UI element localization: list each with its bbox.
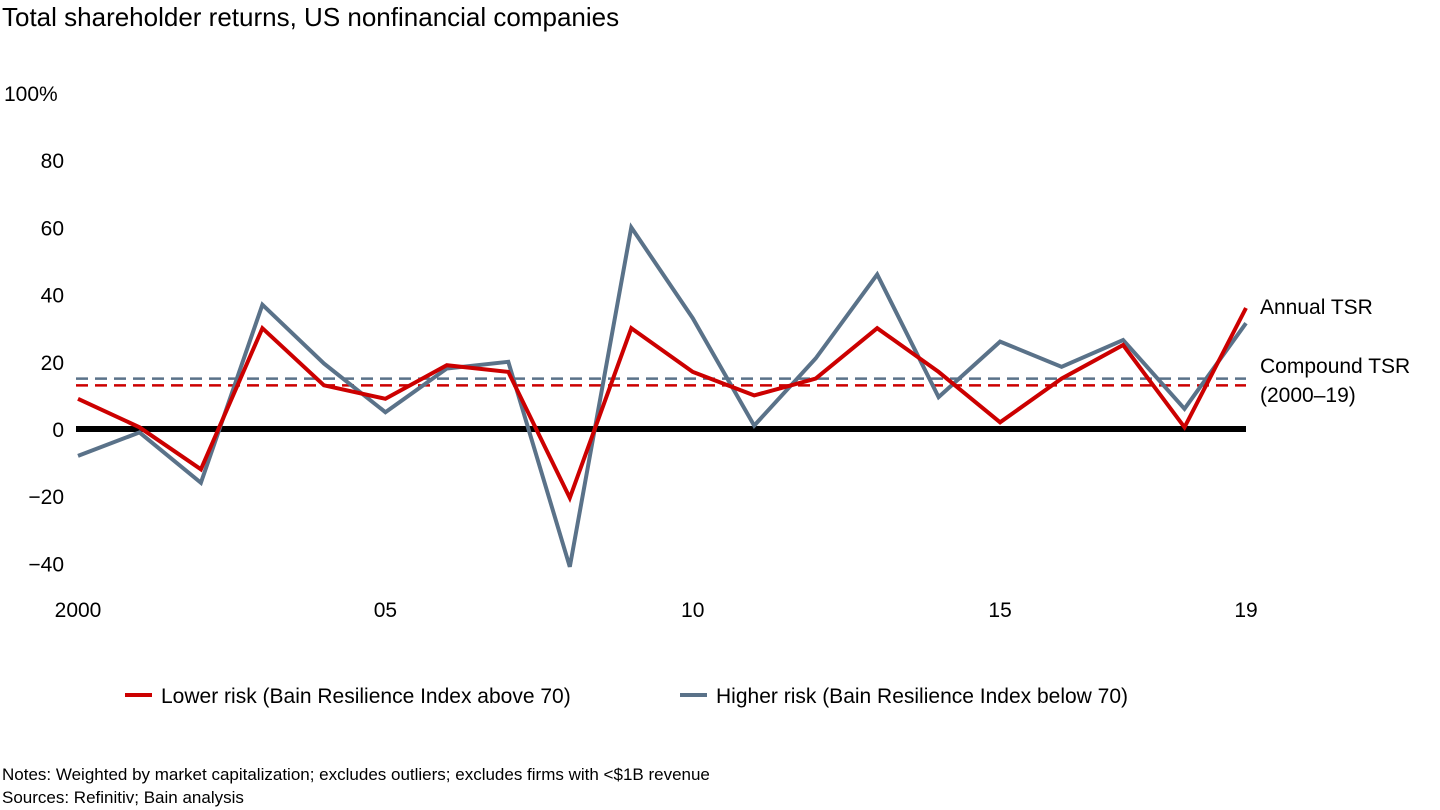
y-tick-label: −20: [28, 486, 64, 509]
y-tick-label: 60: [41, 217, 64, 240]
series-lines: [77, 222, 1248, 568]
y-tick-label: 100%: [4, 83, 58, 106]
footnotes: Notes: Weighted by market capitalization…: [2, 763, 710, 809]
legend: Lower risk (Bain Resilience Index above …: [125, 685, 1128, 708]
y-tick-label: 20: [41, 352, 64, 375]
y-tick-label: 80: [41, 150, 64, 173]
x-tick-label: 10: [681, 599, 704, 622]
series-line-lower-risk: [77, 307, 1248, 504]
legend-label-lower-risk: Lower risk (Bain Resilience Index above …: [161, 685, 571, 708]
x-tick-label: 19: [1234, 599, 1257, 622]
y-axis-ticks: 100% 80 60 40 20 0 −20 −40: [4, 83, 64, 576]
legend-label-higher-risk: Higher risk (Bain Resilience Index below…: [716, 685, 1128, 708]
y-tick-label: 40: [41, 285, 64, 308]
annotation-compound-period: (2000–19): [1260, 384, 1356, 407]
x-tick-label: 05: [374, 599, 397, 622]
x-tick-label: 15: [988, 599, 1011, 622]
compound-tsr-lines: [76, 377, 1246, 387]
chart-title: Total shareholder returns, US nonfinanci…: [2, 2, 620, 32]
x-axis-ticks: 2000 05 10 15 19: [55, 599, 1258, 622]
series-line-higher-risk: [77, 222, 1248, 568]
x-tick-label: 2000: [55, 599, 102, 622]
notes-text: Notes: Weighted by market capitalization…: [2, 765, 710, 784]
annotation-compound-tsr: Compound TSR: [1260, 355, 1410, 378]
annotations: Annual TSR Compound TSR (2000–19): [1260, 296, 1410, 407]
y-tick-label: 0: [52, 419, 64, 442]
y-tick-label: −40: [28, 553, 64, 576]
annotation-annual-tsr: Annual TSR: [1260, 296, 1373, 319]
sources-text: Sources: Refinitiv; Bain analysis: [2, 788, 244, 807]
